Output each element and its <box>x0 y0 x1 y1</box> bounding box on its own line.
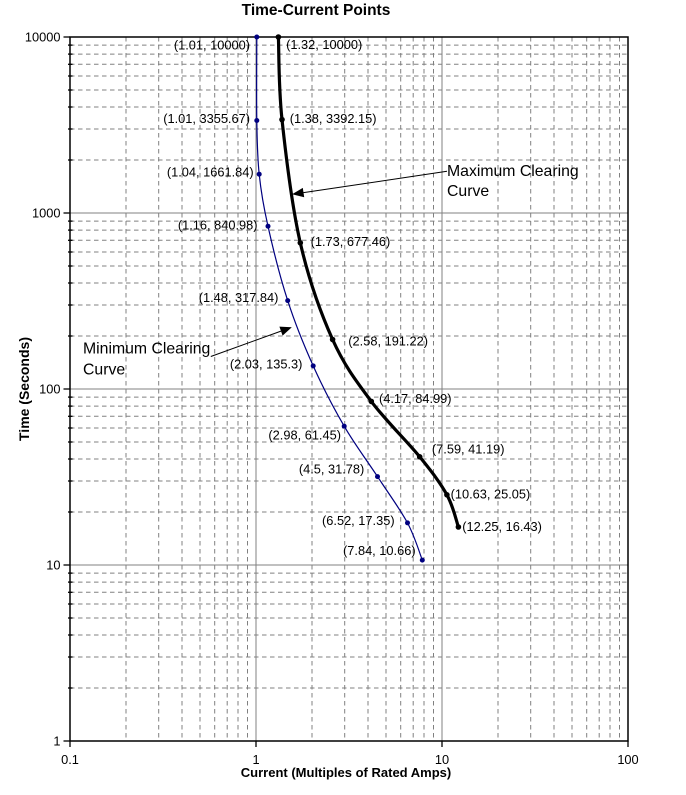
svg-text:(4.5, 31.78): (4.5, 31.78) <box>299 462 364 477</box>
svg-text:(12.25, 16.43): (12.25, 16.43) <box>462 519 542 534</box>
svg-text:1: 1 <box>53 734 60 749</box>
svg-text:(6.52, 17.35): (6.52, 17.35) <box>322 513 395 528</box>
svg-text:(1.48, 317.84): (1.48, 317.84) <box>199 290 279 305</box>
svg-text:(2.03, 135.3): (2.03, 135.3) <box>230 357 303 372</box>
svg-text:(1.01, 3355.67): (1.01, 3355.67) <box>163 111 250 126</box>
svg-text:Curve: Curve <box>447 183 489 200</box>
svg-text:(1.73, 677.46): (1.73, 677.46) <box>311 234 391 249</box>
svg-text:Time (Seconds): Time (Seconds) <box>16 337 32 441</box>
svg-text:(1.32, 10000): (1.32, 10000) <box>286 37 362 52</box>
svg-text:100: 100 <box>617 752 638 767</box>
svg-text:10000: 10000 <box>25 30 61 45</box>
svg-text:(1.38, 3392.15): (1.38, 3392.15) <box>290 111 377 126</box>
svg-text:Current (Multiples of Rated Am: Current (Multiples of Rated Amps) <box>241 765 451 780</box>
svg-text:(1.04, 1661.84): (1.04, 1661.84) <box>167 164 254 179</box>
svg-text:10: 10 <box>46 558 60 573</box>
svg-text:(2.58, 191.22): (2.58, 191.22) <box>348 334 428 349</box>
svg-text:1000: 1000 <box>32 206 60 221</box>
svg-text:(7.84, 10.66): (7.84, 10.66) <box>343 543 416 558</box>
svg-text:(4.17, 84.99): (4.17, 84.99) <box>379 391 452 406</box>
svg-text:Maximum Clearing: Maximum Clearing <box>447 163 579 180</box>
svg-text:1: 1 <box>252 752 259 767</box>
svg-text:(1.16, 840.98): (1.16, 840.98) <box>178 218 258 233</box>
svg-text:(2.98, 61.45): (2.98, 61.45) <box>268 428 341 443</box>
svg-text:0.1: 0.1 <box>61 752 79 767</box>
svg-text:Minimum Clearing: Minimum Clearing <box>83 341 210 358</box>
svg-text:100: 100 <box>39 382 60 397</box>
svg-text:10: 10 <box>435 752 449 767</box>
svg-text:Time-Current Points: Time-Current Points <box>242 2 391 19</box>
svg-text:(7.59, 41.19): (7.59, 41.19) <box>432 442 505 457</box>
svg-text:Curve: Curve <box>83 362 125 379</box>
svg-text:(1.01, 10000): (1.01, 10000) <box>174 38 250 53</box>
svg-text:(10.63, 25.05): (10.63, 25.05) <box>451 486 531 501</box>
